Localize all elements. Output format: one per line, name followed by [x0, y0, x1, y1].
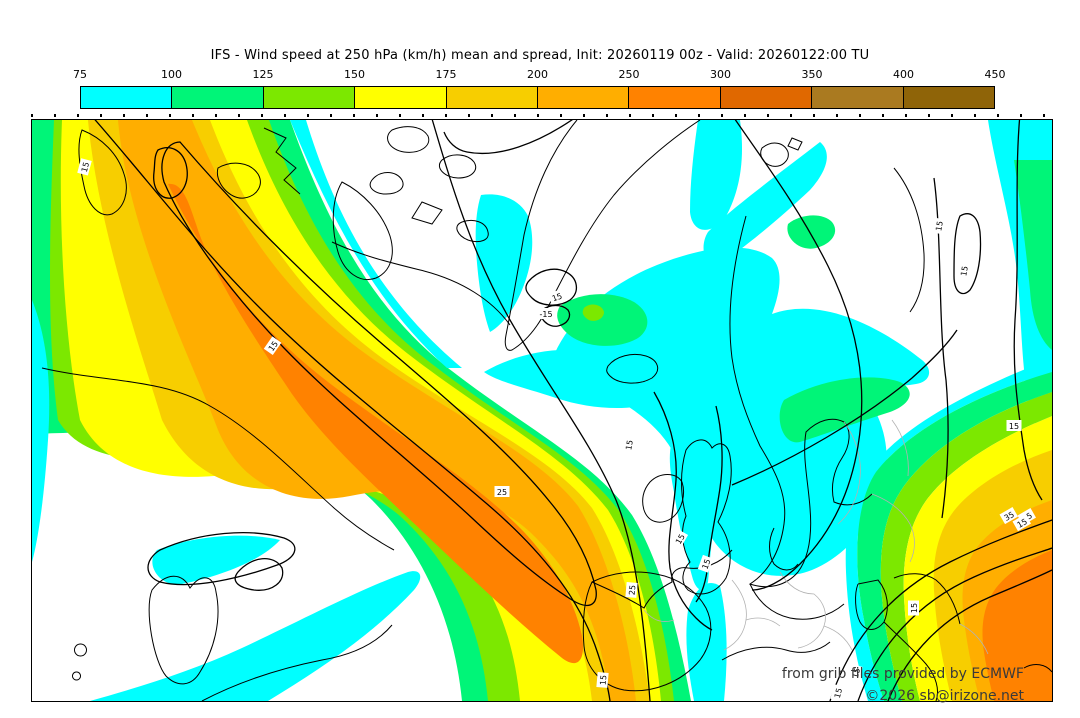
- svg-text:25: 25: [497, 488, 507, 497]
- svg-text:15: 15: [80, 161, 91, 173]
- svg-text:15: 15: [910, 603, 919, 613]
- colorbar-tick: 400: [893, 68, 914, 81]
- contour-label: 15: [621, 436, 636, 454]
- contour-label: 15: [956, 262, 971, 280]
- colorbar-segment: [171, 86, 264, 109]
- contour-label: 15: [547, 288, 566, 305]
- colorbar-tick: 250: [618, 68, 640, 81]
- contour-label: 35: [999, 507, 1018, 525]
- svg-text:15: 15: [674, 533, 687, 546]
- attribution-copyright: ©2026 sb@irizone.net: [865, 688, 1024, 704]
- svg-text:15: 15: [1016, 517, 1029, 530]
- contour-label: 15: [830, 684, 845, 701]
- svg-text:15: 15: [934, 220, 945, 232]
- colorbar-segment: [719, 86, 813, 109]
- colorbar-tick: 75: [73, 68, 87, 81]
- svg-text:-15: -15: [539, 310, 552, 319]
- contour-label: 15: [908, 600, 919, 616]
- svg-text:15: 15: [833, 687, 844, 699]
- colorbar-segment: [902, 86, 996, 109]
- spread-contours-layer: [94, 120, 1052, 701]
- contour-label: 15: [596, 672, 609, 688]
- colorbar-segment: [445, 86, 539, 109]
- attribution-source: from grib files provided by ECMWF: [781, 666, 1024, 682]
- svg-text:15: 15: [624, 439, 635, 451]
- contour-label: 15: [1006, 420, 1022, 431]
- contour-label: 15: [1012, 514, 1031, 532]
- colorbar-tick: 450: [984, 68, 1006, 81]
- svg-text:15: 15: [959, 265, 970, 277]
- contour-label: 25: [494, 486, 510, 497]
- graticule-ticks: [31, 114, 1051, 117]
- colorbar-tick: 150: [344, 68, 365, 81]
- contour-label: 15: [697, 554, 714, 573]
- colorbar: [80, 86, 996, 109]
- wind-speed-fill-layer: [32, 120, 1052, 701]
- svg-text:15: 15: [851, 667, 862, 679]
- colorbar-segment: [80, 86, 173, 109]
- country-borders-layer: [643, 419, 989, 655]
- colorbar-tick: 125: [252, 68, 274, 81]
- svg-text:25: 25: [628, 585, 638, 596]
- colorbar-segment: [811, 86, 904, 109]
- svg-text:15: 15: [700, 558, 712, 571]
- contour-label: 15: [931, 217, 946, 235]
- colorbar-tick: 200: [527, 68, 548, 81]
- page-title: IFS - Wind speed at 250 hPa (km/h) mean …: [210, 48, 870, 63]
- contour-label: -15: [536, 308, 556, 319]
- svg-text:35: 35: [1003, 510, 1016, 523]
- contour-label: 15: [671, 529, 689, 548]
- svg-text:15: 15: [599, 675, 609, 686]
- colorbar-segment: [537, 86, 630, 109]
- contour-label: 25: [625, 582, 638, 598]
- colorbar-tick-labels: 75 100 125 150 175 200 250 300 350 400 450: [73, 68, 1006, 82]
- colorbar-tick: 100: [161, 68, 182, 81]
- colorbar-tick: 175: [435, 68, 457, 81]
- colorbar-segment: [354, 86, 447, 109]
- contour-label: 15: [77, 158, 92, 176]
- colorbar-tick: 300: [710, 68, 731, 81]
- colorbar-tick: 350: [801, 68, 823, 81]
- contour-label: 15: [848, 664, 863, 682]
- svg-text:15: 15: [1009, 422, 1019, 431]
- colorbar-segment: [262, 86, 356, 109]
- colorbar-segment: [628, 86, 721, 109]
- svg-text:15: 15: [551, 291, 564, 303]
